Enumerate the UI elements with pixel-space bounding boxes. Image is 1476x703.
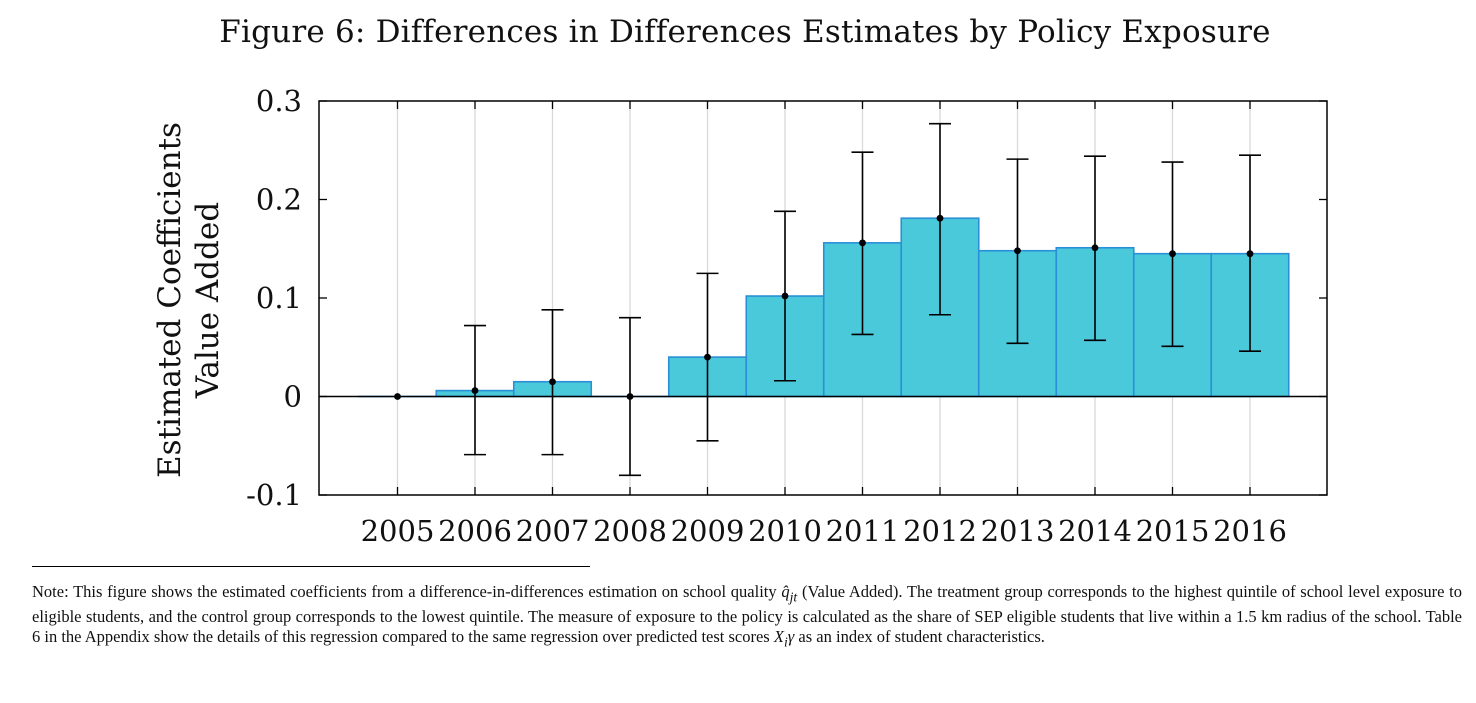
point-estimate-2013 [1014,247,1021,255]
x-tick-label-2005: 2005 [361,514,435,548]
error-bar-2013 [1006,158,1029,345]
error-bar-2006 [464,324,486,456]
x-tick-label-2009: 2009 [671,514,745,548]
note-intro: Note: This figure shows the estimated co… [32,582,777,601]
x-tick-label-2007: 2007 [516,514,590,548]
figure-note: Note: This figure shows the estimated co… [32,582,1462,653]
x-tick-label-2011: 2011 [826,514,900,548]
x-tick-label-2008: 2008 [593,514,667,548]
y-tick-label-3: 0.2 [256,183,302,217]
error-bars [394,122,1261,477]
x-tick-label-2013: 2013 [981,514,1055,548]
y-tick-label-1: 0 [284,380,302,414]
footnote-rule [32,566,590,567]
point-estimate-2010 [781,292,789,300]
error-bar-2007 [541,309,564,456]
y-tick-label-0: -0.1 [246,478,302,512]
error-bar-2015 [1161,161,1184,348]
x-tick-label-2014: 2014 [1058,514,1132,548]
error-bar-2016 [1239,154,1261,352]
figure-title: Figure 6: Differences in Differences Est… [219,14,1271,50]
point-estimate-2014 [1091,244,1099,252]
error-bar-2014 [1084,155,1106,342]
point-estimate-2006 [471,387,479,394]
error-bar-2011 [851,151,874,336]
point-estimate-2016 [1246,250,1254,258]
x-tick-label-2006: 2006 [438,514,512,548]
x-tick-label-2015: 2015 [1136,514,1210,548]
bars [357,217,1290,398]
axes [318,100,1328,496]
y-tick-label-2: 0.1 [256,281,302,315]
error-bar-2009 [696,272,719,442]
error-bar-2012 [929,122,951,316]
point-estimate-2009 [704,353,711,361]
note-part-2: (Value Added). The treatment group corre… [32,582,1463,647]
x-tick-label-2010: 2010 [748,514,822,548]
x-tick-label-2012: 2012 [903,514,977,548]
error-bar-2010 [774,210,796,382]
note-symbol-x: Xiγ [773,627,795,650]
point-estimate-2012 [936,214,944,222]
note-part-3: as an index of student characteristics. [798,627,1045,647]
y-tick-label-4: 0.3 [256,84,302,118]
point-estimate-2015 [1169,250,1176,258]
note-symbol-q: q̂jt [781,582,798,605]
point-estimate-2007 [549,378,556,386]
x-tick-label-2016: 2016 [1213,514,1287,548]
point-estimate-2011 [859,239,866,247]
